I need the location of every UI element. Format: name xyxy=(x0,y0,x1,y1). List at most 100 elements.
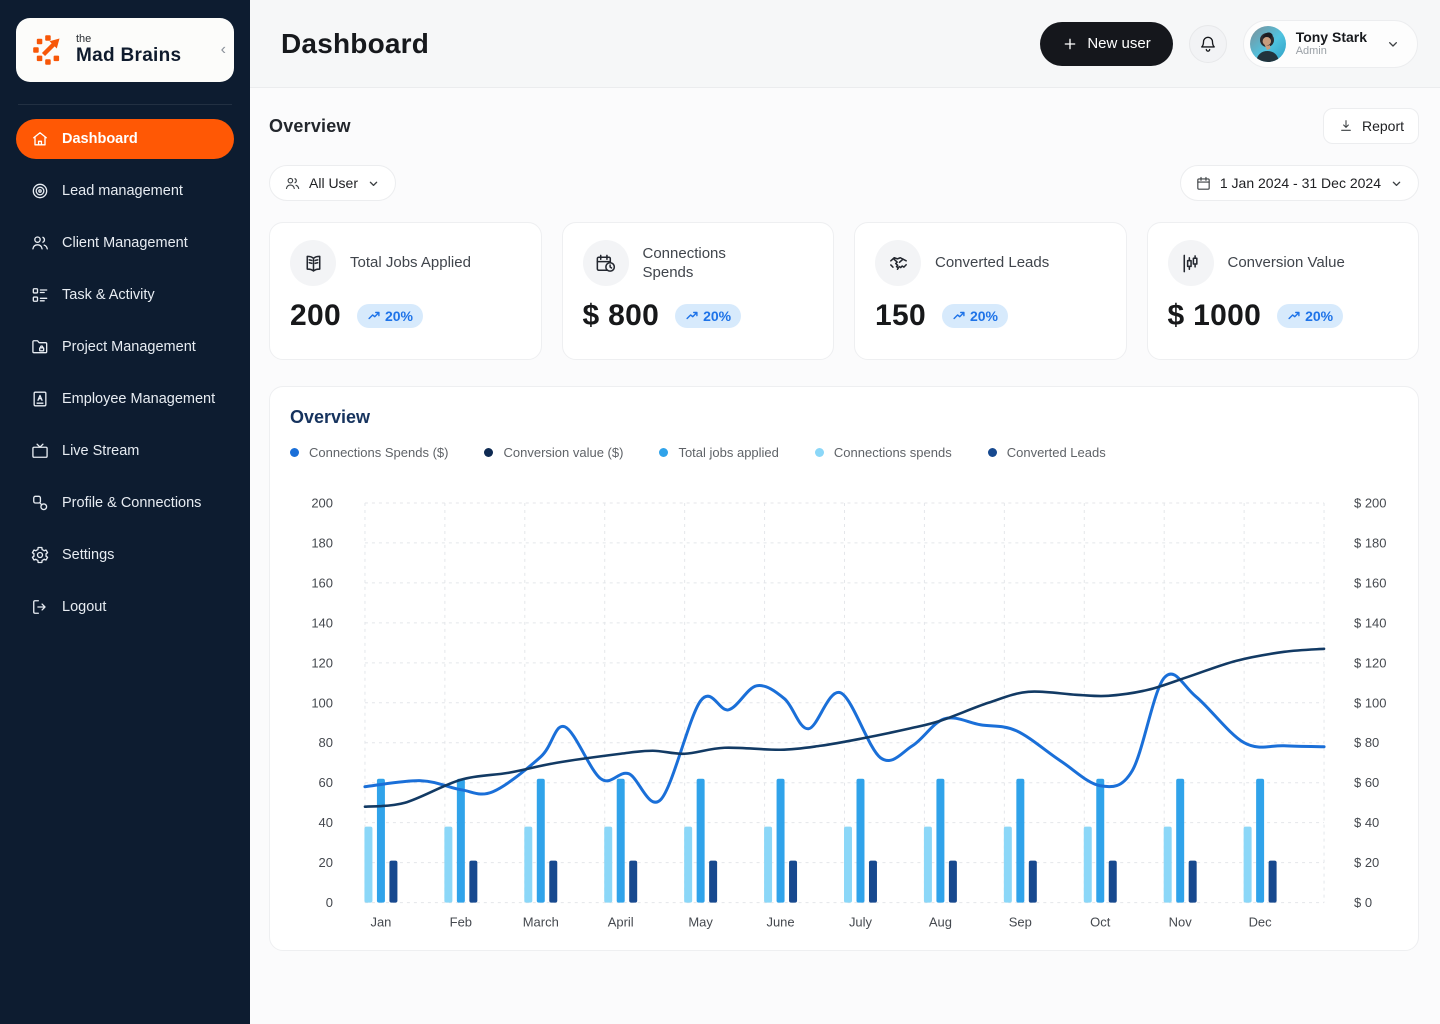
legend-item-total-jobs-applied[interactable]: Total jobs applied xyxy=(659,445,779,460)
content: Overview Report All User 1 Jan 2024 - 31… xyxy=(250,88,1440,951)
svg-text:$ 120: $ 120 xyxy=(1354,655,1386,670)
sidebar-item-label: Lead management xyxy=(62,183,183,199)
svg-text:Feb: Feb xyxy=(450,915,472,930)
stat-title: Total Jobs Applied xyxy=(350,254,471,272)
svg-text:0: 0 xyxy=(326,895,333,910)
report-button[interactable]: Report xyxy=(1322,108,1419,144)
svg-text:$ 80: $ 80 xyxy=(1354,735,1379,750)
sidebar-item-label: Project Management xyxy=(62,339,196,355)
svg-text:40: 40 xyxy=(319,815,333,830)
svg-text:20: 20 xyxy=(319,855,333,870)
sidebar-item-label: Live Stream xyxy=(62,443,140,459)
candlestick-chart-icon xyxy=(1167,240,1214,286)
collapse-sidebar-button[interactable]: ‹ xyxy=(220,41,226,58)
svg-text:100: 100 xyxy=(311,695,333,710)
sidebar-item-project-management[interactable]: Project Management xyxy=(16,327,234,367)
sidebar-item-client-management[interactable]: Client Management xyxy=(16,223,234,263)
stat-card-conversion-value: Conversion Value $ 1000 20% xyxy=(1146,222,1419,360)
network-icon xyxy=(33,495,48,511)
calendar-clock-icon xyxy=(582,240,629,286)
svg-text:200: 200 xyxy=(311,495,333,510)
sidebar-item-live-stream[interactable]: Live Stream xyxy=(16,431,234,471)
gear-icon xyxy=(31,546,49,564)
legend-item-connections-spends-bar[interactable]: Connections spends xyxy=(814,445,952,460)
checklist-icon xyxy=(32,288,48,302)
user-role: Admin xyxy=(1295,45,1327,58)
svg-text:Aug: Aug xyxy=(929,915,952,930)
new-user-button[interactable]: New user xyxy=(1040,21,1173,66)
stat-value: 150 xyxy=(875,299,926,332)
stat-card-connections-spends: Connections Spends $ 800 20% xyxy=(561,222,834,360)
users-icon xyxy=(32,236,48,250)
svg-text:120: 120 xyxy=(311,655,333,670)
stat-card-converted-leads: Converted Leads 150 20% xyxy=(854,222,1127,360)
legend-dot xyxy=(814,448,824,457)
stat-value: 200 xyxy=(290,299,341,332)
sidebar-item-label: Settings xyxy=(62,547,115,563)
chevron-down-icon xyxy=(1392,181,1401,186)
trend-badge: 20% xyxy=(1277,304,1344,328)
svg-text:160: 160 xyxy=(311,575,333,590)
svg-text:140: 140 xyxy=(311,615,333,630)
legend-item-connections-spends-line[interactable]: Connections Spends ($) xyxy=(290,445,448,460)
legend-item-conversion-value-line[interactable]: Conversion value ($) xyxy=(484,445,623,460)
new-user-label: New user xyxy=(1087,35,1151,52)
sidebar-item-settings[interactable]: Settings xyxy=(16,535,234,575)
legend-dot xyxy=(484,448,494,457)
sidebar-item-label: Client Management xyxy=(62,235,188,251)
sidebar-item-label: Profile & Connections xyxy=(62,495,202,511)
sidebar-divider xyxy=(18,104,232,105)
stat-title: Connections Spends xyxy=(642,244,726,282)
svg-text:March: March xyxy=(523,915,559,930)
chevron-down-icon xyxy=(369,181,378,186)
sidebar-item-profile-connections[interactable]: Profile & Connections xyxy=(16,483,234,523)
book-icon xyxy=(290,240,336,286)
madbrains-logo-icon xyxy=(33,35,60,65)
sidebar: the Mad Brains ‹ Dashboard Lead manageme… xyxy=(0,0,250,1024)
stat-value: $ 1000 xyxy=(1167,299,1262,332)
sidebar-item-task-activity[interactable]: Task & Activity xyxy=(16,275,234,315)
overview-heading: Overview xyxy=(269,115,351,136)
svg-text:180: 180 xyxy=(311,535,333,550)
user-filter-dropdown[interactable]: All User xyxy=(269,165,397,201)
avatar xyxy=(1249,25,1286,62)
brand-logo: the Mad Brains ‹ xyxy=(16,18,234,82)
user-filter-value: All User xyxy=(309,175,359,191)
stat-title: Conversion Value xyxy=(1227,254,1345,272)
brand-name: Mad Brains xyxy=(76,45,182,67)
date-range-picker[interactable]: 1 Jan 2024 - 31 Dec 2024 xyxy=(1179,165,1419,201)
svg-text:July: July xyxy=(849,915,873,930)
sidebar-item-lead-management[interactable]: Lead management xyxy=(16,171,234,211)
bell-icon xyxy=(1200,36,1215,52)
id-card-icon xyxy=(33,391,47,407)
chart-title: Overview xyxy=(290,407,371,427)
brand-prefix: the xyxy=(76,33,92,46)
svg-text:$ 160: $ 160 xyxy=(1354,575,1386,590)
plus-icon xyxy=(1064,38,1076,49)
sidebar-item-label: Logout xyxy=(62,599,107,615)
target-icon xyxy=(32,183,48,199)
sidebar-item-dashboard[interactable]: Dashboard xyxy=(16,119,234,159)
notifications-button[interactable] xyxy=(1188,24,1227,63)
svg-text:$ 20: $ 20 xyxy=(1354,855,1379,870)
sidebar-item-label: Employee Management xyxy=(62,391,216,407)
svg-text:Sep: Sep xyxy=(1009,915,1032,930)
sidebar-nav: Dashboard Lead management Client Managem… xyxy=(16,119,234,627)
legend-item-converted-leads[interactable]: Converted Leads xyxy=(987,445,1106,460)
trend-up-icon xyxy=(953,311,965,320)
sidebar-item-label: Dashboard xyxy=(62,131,138,147)
sidebar-item-employee-management[interactable]: Employee Management xyxy=(16,379,234,419)
stat-card-total-jobs-applied: Total Jobs Applied 200 20% xyxy=(269,222,542,360)
svg-text:Nov: Nov xyxy=(1169,915,1193,930)
svg-text:April: April xyxy=(608,915,634,930)
svg-text:$ 140: $ 140 xyxy=(1354,615,1386,630)
report-label: Report xyxy=(1361,118,1404,134)
home-icon xyxy=(33,132,47,146)
user-menu[interactable]: Tony Stark Admin xyxy=(1242,19,1418,68)
svg-text:60: 60 xyxy=(319,775,333,790)
sidebar-item-label: Task & Activity xyxy=(62,287,155,303)
calendar-icon xyxy=(1197,176,1210,190)
date-range-value: 1 Jan 2024 - 31 Dec 2024 xyxy=(1219,175,1381,191)
logout-icon xyxy=(33,600,46,614)
sidebar-item-logout[interactable]: Logout xyxy=(16,587,234,627)
